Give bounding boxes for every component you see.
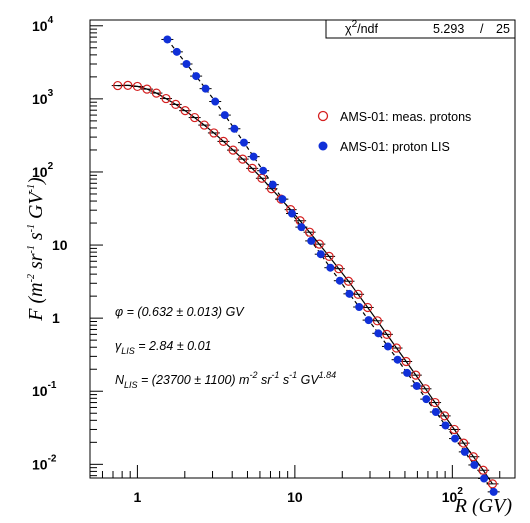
point-measured (151, 88, 161, 98)
point-lis (441, 421, 450, 430)
point-lis (393, 355, 402, 364)
point-measured (304, 227, 315, 237)
point-lis (192, 72, 201, 81)
point-measured (382, 329, 392, 339)
point-lis (403, 368, 412, 377)
point-measured (171, 99, 181, 110)
y-tick-labels: 10-2 10-1 1 10 102 103 104 (32, 15, 68, 473)
point-measured (238, 154, 248, 164)
y-tick-label: 10 (52, 237, 68, 253)
point-lis (268, 180, 277, 189)
point-lis (431, 407, 440, 416)
point-measured (478, 465, 488, 475)
point-lis (211, 97, 220, 106)
legend-marker-lis (318, 141, 328, 151)
y-tick-label: 102 (32, 161, 54, 180)
annotation-norm: NLIS = (23700 ± 1100) m-2 sr-1 s-1 GV1.8… (115, 370, 336, 390)
stats-chi2-value: 5.293 (433, 22, 464, 36)
point-lis (172, 47, 181, 56)
point-measured (218, 136, 229, 146)
x-axis-title: R (GV) (454, 495, 513, 517)
plot-frame (89, 19, 516, 479)
point-measured (391, 343, 402, 353)
point-measured (161, 93, 171, 104)
point-measured (142, 84, 152, 94)
point-lis (220, 111, 229, 120)
fit-curves (117, 39, 495, 493)
point-lis (412, 381, 421, 390)
point-lis (326, 263, 335, 272)
point-measured (209, 128, 219, 138)
point-lis (249, 152, 258, 161)
point-lis (345, 289, 354, 298)
point-lis (422, 395, 431, 404)
point-measured (401, 356, 411, 367)
x-tick-label: 1 (134, 489, 142, 505)
x-tick-label: 10 (287, 489, 303, 505)
point-measured (314, 239, 324, 249)
x-tick-label: 102 (442, 486, 464, 505)
point-measured (430, 397, 440, 408)
point-measured (132, 81, 143, 92)
point-measured (113, 80, 123, 91)
point-lis (355, 303, 364, 312)
y-axis-title: F (m-2 sr-1 s-1 GV-1) (25, 177, 47, 322)
point-lis (383, 342, 392, 351)
legend-label-measured: AMS-01: meas. protons (340, 110, 471, 124)
stats-chi2-label: χ2/ndf (345, 19, 379, 36)
point-lis (239, 138, 248, 147)
point-measured (440, 411, 450, 421)
point-lis (259, 166, 268, 175)
annotation-phi: φ = (0.632 ± 0.013) GV (115, 305, 245, 319)
point-measured (468, 452, 478, 462)
stats-ndf-value: 25 (496, 22, 510, 36)
point-lis (470, 460, 479, 469)
point-measured (180, 106, 190, 116)
point-lis (307, 236, 316, 245)
point-lis (451, 434, 460, 443)
point-lis (335, 276, 344, 285)
point-lis (460, 447, 469, 456)
y-tick-label: 1 (52, 310, 60, 326)
y-tick-label: 103 (32, 88, 54, 107)
x-tick-labels: 1 10 102 (134, 486, 464, 505)
point-lis (297, 223, 306, 232)
axis-ticks (89, 25, 501, 478)
point-measured (123, 80, 133, 90)
point-lis (374, 329, 383, 338)
point-lis (288, 209, 297, 218)
point-measured (487, 479, 498, 489)
point-measured (449, 424, 459, 435)
point-lis (364, 316, 373, 325)
point-lis (316, 250, 325, 259)
point-measured (372, 316, 382, 326)
point-measured (190, 112, 200, 123)
point-lis (182, 60, 191, 69)
point-lis (480, 474, 489, 483)
stats-separator: / (480, 22, 484, 36)
stats-box: χ2/ndf 5.293 / 25 (325, 19, 516, 39)
point-measured (459, 438, 469, 448)
legend: AMS-01: meas. protons AMS-01: proton LIS (317, 110, 471, 154)
y-tick-label: 10-1 (32, 380, 57, 399)
legend-marker-measured (317, 110, 329, 122)
point-measured (199, 120, 209, 130)
annotation-gamma: γLIS = 2.84 ± 0.01 (115, 339, 211, 356)
y-tick-label: 104 (32, 15, 54, 34)
point-measured (420, 384, 431, 394)
data-markers (111, 35, 500, 496)
point-lis (278, 195, 287, 204)
point-measured (247, 163, 257, 173)
point-measured (324, 251, 334, 261)
legend-label-lis: AMS-01: proton LIS (340, 140, 450, 154)
point-lis (489, 487, 498, 496)
point-measured (411, 370, 421, 380)
point-measured (334, 264, 344, 274)
point-measured (228, 145, 238, 155)
point-lis (201, 84, 210, 93)
point-lis (163, 35, 172, 44)
point-lis (230, 124, 239, 133)
y-tick-label: 10-2 (32, 453, 57, 472)
